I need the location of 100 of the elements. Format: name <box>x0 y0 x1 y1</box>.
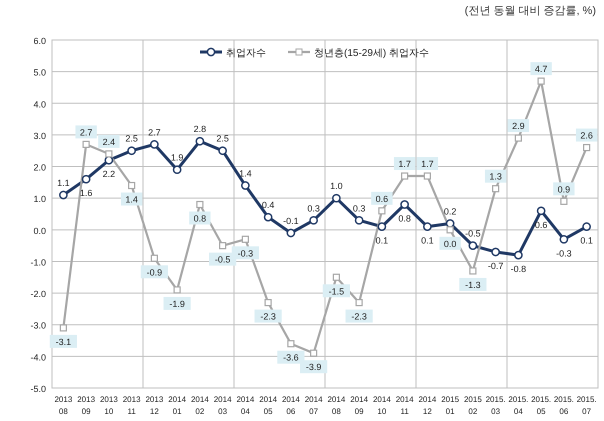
x-tick-label: 2013 09 <box>77 395 96 416</box>
x-tick-label: 2015. 04 <box>508 395 528 416</box>
point <box>583 144 590 152</box>
y-tick-label: -4.0 <box>30 352 46 362</box>
data-label: 0.9 <box>558 184 570 194</box>
data-label: 2.5 <box>216 134 229 144</box>
point <box>196 200 204 208</box>
point <box>400 200 409 209</box>
y-tick-label: -3.0 <box>30 320 46 331</box>
data-label: -0.5 <box>214 254 230 265</box>
data-label: 2.6 <box>580 130 593 141</box>
x-tick-label: 2014 05 <box>259 395 278 416</box>
point <box>127 146 136 156</box>
x-tick-label: 2014 11 <box>396 395 414 416</box>
point <box>491 248 500 256</box>
data-label: -3.6 <box>283 352 299 363</box>
x-tick-label: 2014 04 <box>236 395 255 416</box>
point <box>424 172 431 180</box>
x-tick-label: 2014 07 <box>304 395 324 416</box>
x-tick-label: 2014 12 <box>418 395 437 416</box>
data-label: -0.7 <box>488 260 504 271</box>
point <box>196 136 204 146</box>
y-tick-label: -1.0 <box>30 257 46 268</box>
point <box>286 228 296 238</box>
point <box>310 350 318 357</box>
y-tick-label: 1.0 <box>33 194 46 204</box>
data-label: -0.9 <box>146 267 162 278</box>
point <box>582 222 591 232</box>
data-label: 0.8 <box>398 214 411 224</box>
data-label: -3.9 <box>306 362 322 372</box>
point <box>560 198 568 205</box>
data-label: 0.1 <box>421 236 434 246</box>
point <box>128 182 136 190</box>
data-label: -0.5 <box>465 228 481 239</box>
y-tick-label: 4.0 <box>33 99 46 110</box>
point <box>378 222 386 232</box>
y-tick-label: -2.0 <box>30 289 46 300</box>
point <box>241 181 250 190</box>
legend-label: 취업자수 <box>226 48 266 59</box>
data-label: -3.1 <box>56 336 72 347</box>
x-tick-label: 2015. 03 <box>486 395 506 416</box>
data-label: 0.8 <box>194 214 206 224</box>
point <box>264 212 272 222</box>
x-tick-label: 2014 02 <box>190 395 210 416</box>
data-label: -0.1 <box>283 216 299 226</box>
point <box>150 140 159 149</box>
point <box>514 134 522 142</box>
point <box>219 242 226 250</box>
text: (전년 동월 대비 증감률, %) <box>464 5 596 17</box>
point <box>538 78 545 85</box>
x-tick-label: 2015. 06 <box>554 395 574 416</box>
y-tick-label: 5.0 <box>33 68 46 78</box>
data-label: -0.8 <box>510 264 526 274</box>
data-label: 1.3 <box>489 172 502 182</box>
data-label: 2.5 <box>125 134 138 144</box>
point <box>469 267 476 275</box>
data-label: 0.2 <box>444 206 456 216</box>
data-label: 1.6 <box>80 188 92 198</box>
data-label: 4.7 <box>534 64 548 74</box>
data-label: 0.1 <box>376 236 388 246</box>
data-label: 2.8 <box>194 124 206 134</box>
x-tick-label: 2014 03 <box>214 395 232 416</box>
x-tick-label: 2015 01 <box>441 395 460 416</box>
x-tick-label: 2013 10 <box>100 395 118 416</box>
point <box>514 250 523 260</box>
point <box>446 226 454 234</box>
data-label: 2.2 <box>102 169 116 180</box>
data-label: 1.0 <box>330 181 343 192</box>
data-label: -0.3 <box>238 248 254 258</box>
data-label: -2.3 <box>260 312 276 322</box>
point <box>560 234 568 244</box>
data-label: 1.7 <box>421 159 434 170</box>
data-label: 0.6 <box>534 220 548 230</box>
x-tick-label: 2015. 05 <box>531 395 552 416</box>
data-label: 0.1 <box>580 236 593 246</box>
point <box>492 185 500 192</box>
data-label: -1.3 <box>465 280 481 290</box>
x-tick-label: 2014 10 <box>372 395 392 416</box>
data-label: 0.0 <box>444 238 456 249</box>
point <box>82 140 90 148</box>
point <box>60 324 67 332</box>
point <box>332 194 341 203</box>
point <box>264 298 272 306</box>
point <box>423 222 432 232</box>
data-label: -1.5 <box>328 286 344 296</box>
point <box>356 298 363 306</box>
data-label: -1.9 <box>169 298 185 309</box>
point <box>174 286 181 294</box>
point <box>401 172 408 180</box>
point <box>150 254 158 262</box>
y-tick-label: -5.0 <box>30 384 46 394</box>
point <box>536 206 546 216</box>
x-tick-label: 2013 12 <box>145 395 164 416</box>
data-label: 2.7 <box>148 127 161 138</box>
data-label: 1.9 <box>170 152 184 163</box>
data-label: 1.1 <box>57 178 70 188</box>
x-tick-label: 2015. 07 <box>576 395 597 416</box>
point <box>309 216 318 225</box>
point <box>59 190 68 200</box>
data-label: 0.3 <box>307 203 320 214</box>
